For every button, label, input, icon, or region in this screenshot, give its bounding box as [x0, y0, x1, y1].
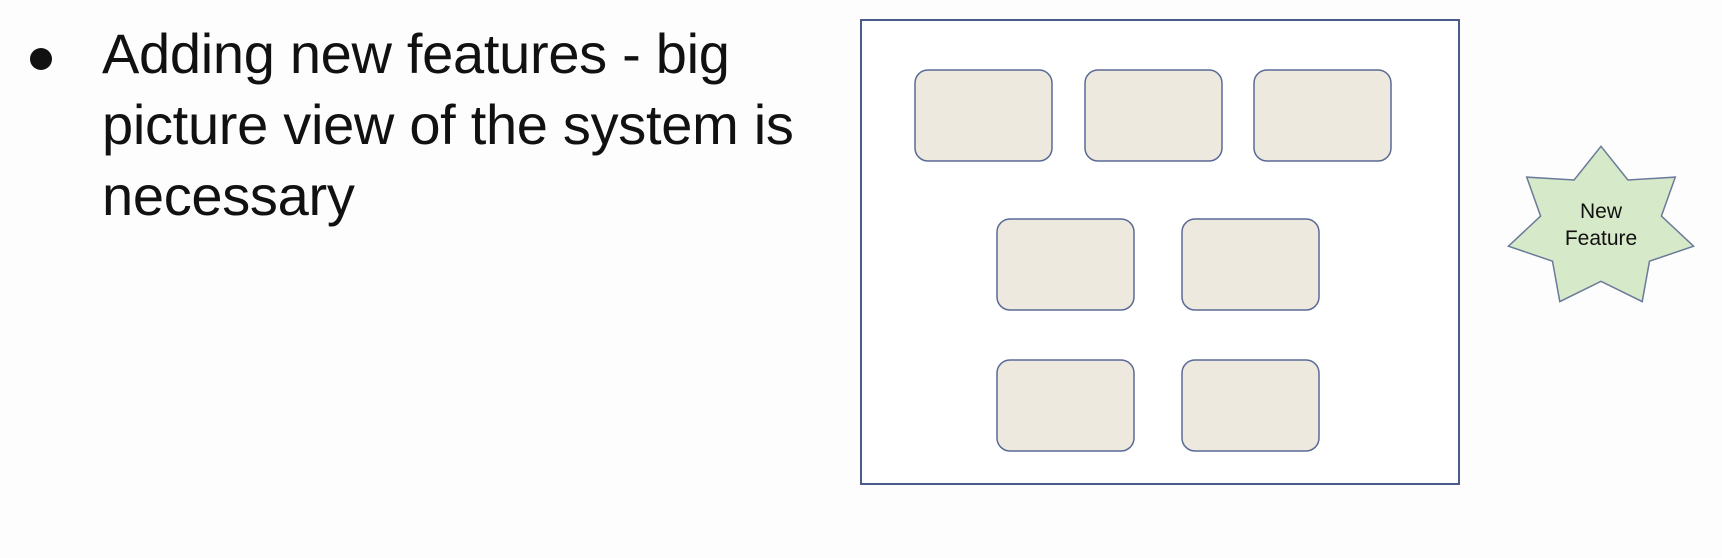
- bullet-dot-icon: [30, 48, 52, 70]
- system-module-6: [996, 359, 1135, 452]
- new-feature-label-line2: Feature: [1565, 227, 1637, 250]
- system-module-1: [914, 69, 1053, 162]
- system-module-3: [1253, 69, 1392, 162]
- new-feature-star-icon: [1506, 145, 1696, 303]
- system-module-2: [1084, 69, 1223, 162]
- bullet-list: Adding new features - big picture view o…: [30, 18, 882, 231]
- bullet-line-1: Adding new features - big: [102, 22, 730, 85]
- bullet-line-3: necessary: [102, 164, 355, 227]
- system-module-4: [996, 218, 1135, 311]
- new-feature-label-line1: New: [1580, 200, 1623, 223]
- bullet-line-2: picture view of the system is: [102, 93, 794, 156]
- bullet-item: Adding new features - big picture view o…: [30, 18, 882, 231]
- system-module-7: [1181, 359, 1320, 452]
- system-module-5: [1181, 218, 1320, 311]
